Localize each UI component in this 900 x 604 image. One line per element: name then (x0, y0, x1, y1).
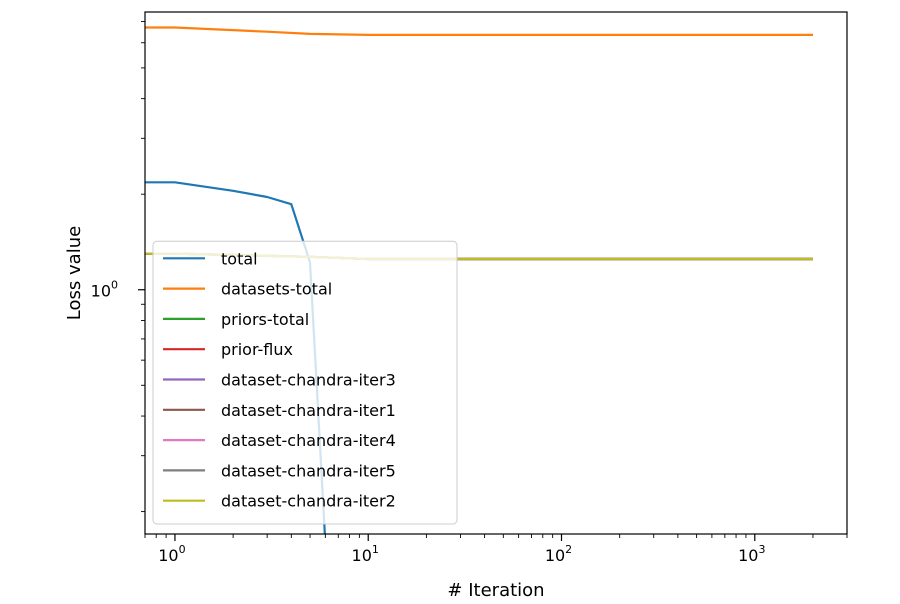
x-tick-label: 100 (158, 543, 185, 565)
x-axis-label: # Iteration (447, 580, 544, 600)
legend: total datasets-total priors-total prior-flu… (152, 240, 458, 525)
legend-label-prior-flux: prior-flux (221, 340, 293, 359)
y-axis-label: Loss value (64, 226, 85, 320)
plot-frame (144, 11, 848, 535)
legend-label-total: total (221, 249, 258, 268)
legend-label-dataset-chandra-iter1: dataset-chandra-iter1 (221, 401, 396, 420)
x-tick-label: 103 (738, 543, 765, 565)
legend-label-dataset-chandra-iter3: dataset-chandra-iter3 (221, 371, 396, 390)
legend-label-dataset-chandra-iter4: dataset-chandra-iter4 (221, 431, 396, 450)
legend-label-dataset-chandra-iter2: dataset-chandra-iter2 (221, 492, 396, 511)
tick-layer: 100 101 102 103 100 (91, 21, 848, 565)
x-tick-label: 101 (352, 543, 379, 565)
legend-label-dataset-chandra-iter5: dataset-chandra-iter5 (221, 461, 396, 480)
x-tick-label: 102 (545, 543, 572, 565)
legend-box (152, 240, 458, 525)
y-tick-label: 100 (91, 279, 118, 301)
series-line-datasets-total (145, 26, 813, 37)
legend-label-priors-total: priors-total (221, 310, 309, 329)
legend-label-datasets-total: datasets-total (221, 280, 332, 299)
